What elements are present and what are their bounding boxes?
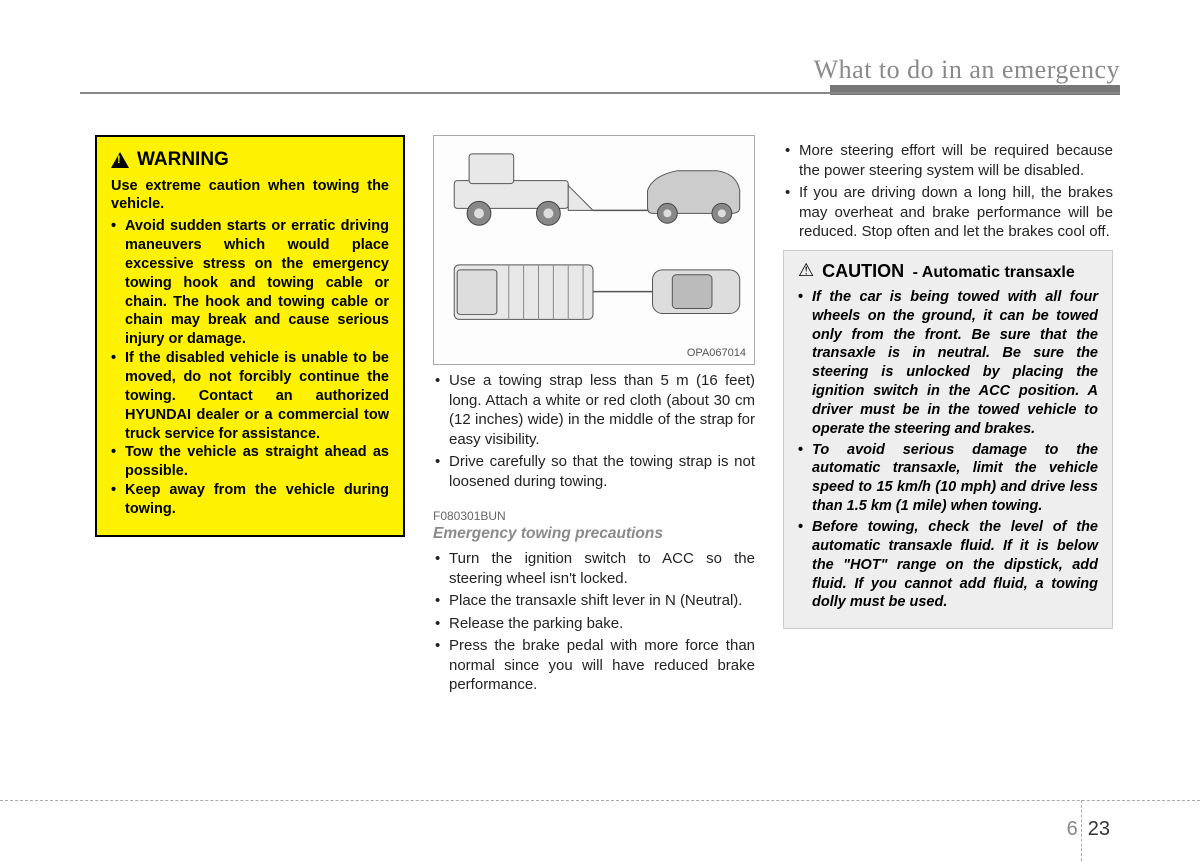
caution-title-block: CAUTION - Automatic transaxle	[822, 261, 1075, 282]
footer-dashed-rule	[0, 800, 1200, 801]
col2-bullet-list: Use a towing strap less than 5 m (16 fee…	[433, 371, 755, 491]
page-number: 6 23	[1067, 818, 1110, 841]
caution-label: CAUTION	[822, 261, 904, 281]
warning-intro: Use extreme caution when towing the vehi…	[111, 177, 389, 213]
col3-bullet-list: More steering effort will be required be…	[783, 141, 1113, 242]
warning-label: WARNING	[137, 149, 229, 171]
warning-header: WARNING	[111, 149, 389, 171]
precautions-heading: Emergency towing precautions	[433, 525, 755, 543]
content-columns: WARNING Use extreme caution when towing …	[95, 135, 1120, 698]
diagram-code: OPA067014	[687, 347, 746, 359]
header-rule	[80, 92, 1120, 94]
list-item: More steering effort will be required be…	[783, 141, 1113, 180]
list-item: Press the brake pedal with more force th…	[433, 636, 755, 695]
towing-diagram: OPA067014	[433, 135, 755, 365]
list-item: Place the transaxle shift lever in N (Ne…	[433, 591, 755, 611]
list-item: Turn the ignition switch to ACC so the s…	[433, 549, 755, 588]
list-item: Drive carefully so that the towing strap…	[433, 452, 755, 491]
column-3: More steering effort will be required be…	[783, 135, 1113, 698]
chapter-number: 6	[1067, 818, 1078, 841]
caution-header: ⚠ CAUTION - Automatic transaxle	[798, 261, 1098, 282]
warning-list: Avoid sudden starts or erratic driving m…	[111, 217, 389, 519]
warning-item: If the disabled vehicle is unable to be …	[111, 349, 389, 443]
header-title: What to do in an emergency	[814, 55, 1120, 84]
caution-item: To avoid serious damage to the automatic…	[798, 441, 1098, 516]
column-2: OPA067014 Use a towing strap less than 5…	[433, 135, 755, 698]
list-item: Release the parking bake.	[433, 614, 755, 634]
caution-triangle-icon: ⚠	[798, 261, 814, 279]
warning-item: Tow the vehicle as straight ahead as pos…	[111, 443, 389, 481]
caution-item: If the car is being towed with all four …	[798, 288, 1098, 439]
column-1: WARNING Use extreme caution when towing …	[95, 135, 405, 698]
list-item: Use a towing strap less than 5 m (16 fee…	[433, 371, 755, 449]
page-header: What to do in an emergency	[80, 55, 1120, 85]
caution-item: Before towing, check the level of the au…	[798, 518, 1098, 612]
precautions-list: Turn the ignition switch to ACC so the s…	[433, 549, 755, 695]
warning-triangle-icon	[111, 152, 129, 168]
caution-list: If the car is being towed with all four …	[798, 288, 1098, 612]
reference-code: F080301BUN	[433, 509, 755, 523]
warning-item: Keep away from the vehicle during towing…	[111, 481, 389, 519]
page-number-label: 23	[1088, 818, 1110, 841]
warning-item: Avoid sudden starts or erratic driving m…	[111, 217, 389, 349]
caution-subtitle: - Automatic transaxle	[913, 264, 1075, 281]
warning-box: WARNING Use extreme caution when towing …	[95, 135, 405, 537]
towing-illustration-svg	[434, 136, 754, 364]
caution-box: ⚠ CAUTION - Automatic transaxle If the c…	[783, 250, 1113, 630]
list-item: If you are driving down a long hill, the…	[783, 183, 1113, 242]
